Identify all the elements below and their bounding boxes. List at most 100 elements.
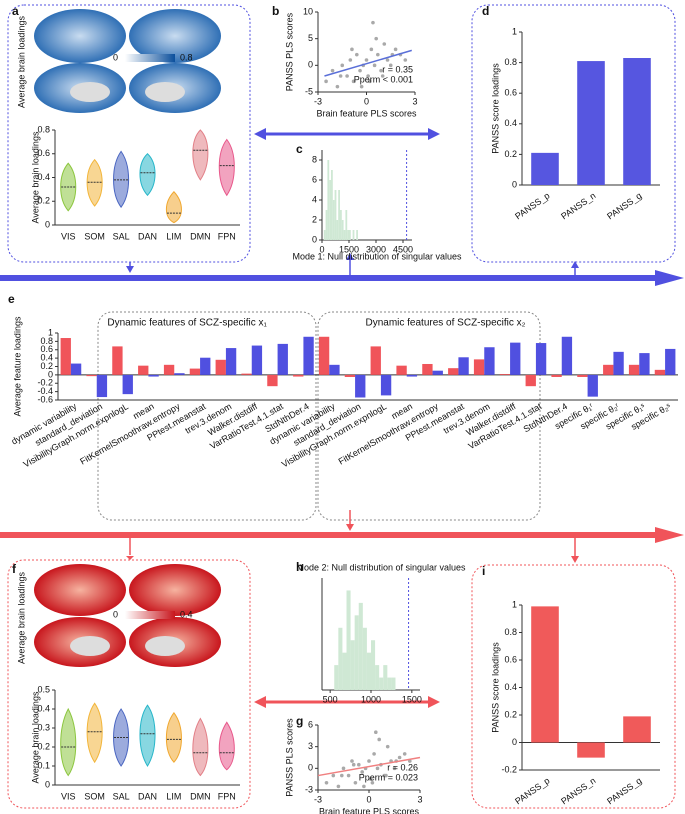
annotation: Pperm = 0.023 [359,772,418,782]
point [397,755,402,760]
point [369,47,374,52]
hist-bar [387,677,392,690]
bar [665,348,676,375]
bar [551,374,562,377]
x-axis-label: Brain feature PLS scores [316,108,417,118]
hist-bar [334,190,337,240]
bar [577,374,588,377]
hist-bar [343,230,346,240]
violin-body [192,129,209,181]
hist-bar [391,677,396,690]
violin-body [218,721,235,771]
x-tick-label: PANSS_g [605,190,643,221]
y-tick-label: -3 [305,784,313,794]
point [375,766,380,771]
panel-label: h [296,560,303,574]
point [340,773,344,778]
hist-bar [346,590,351,690]
point [324,79,328,84]
panel-label: g [296,714,303,728]
y-tick-label: -5 [305,86,313,96]
hist-bar [334,665,339,690]
x-tick-label: VIS [61,791,76,801]
x-tick-label: PANSS_g [605,775,643,806]
hist-bar [325,210,328,240]
y-tick-label: 3 [308,741,313,751]
y-tick-label: 0.5 [37,684,50,694]
bar [174,373,185,375]
brain-images-a [34,9,221,113]
point [340,63,345,68]
y-tick-label: 0 [312,234,317,244]
x-tick-label: 3 [417,794,422,804]
point [336,784,341,789]
x-tick-label: FPN [218,231,236,241]
y-tick-label: 0.2 [40,361,53,371]
y-tick-label: 0 [308,763,313,773]
x-tick-label: LIM [166,791,181,801]
violin-body [165,191,182,224]
point [385,58,390,62]
x-tick-label: 1500 [339,244,359,254]
hist-bar [371,640,376,690]
y-tick-label: 5 [308,33,313,43]
y-tick-label: 0.6 [37,148,50,158]
bar [86,374,97,377]
bar [561,336,573,375]
y-tick-label: 0.4 [37,703,50,713]
point [380,74,385,78]
y-tick-label: 0.2 [504,709,517,719]
violin-body [60,707,77,777]
colorbar-label: 0.4 [180,609,193,619]
point [350,759,354,763]
hist-bar [329,180,331,240]
x-tick-label: DMN [190,791,211,801]
y-tick-label: 1 [48,327,53,337]
hist-bar [362,627,367,690]
frame-a [7,4,251,263]
bar [577,61,605,185]
x-tick-label: 500 [323,694,338,704]
violin-body [192,717,209,777]
x-tick-label: 1500 [402,694,422,704]
y-tick-label: 0 [48,369,53,379]
hist-bar [323,230,326,240]
chart-title: Mode 1: Null distribution of singular va… [292,251,462,261]
y-tick-label: 0.4 [504,682,517,692]
bar [396,365,407,375]
point [351,79,356,84]
hist-bar [345,210,348,240]
bar [112,346,123,375]
x-tick-label: 3000 [366,244,386,254]
group-box [317,311,541,521]
point [357,762,361,767]
point [345,74,349,78]
brain-images-f [34,564,221,667]
bar [484,347,495,375]
annotation: r = 0.26 [387,762,418,772]
point [377,737,382,742]
bar [531,606,559,743]
hist-bar [375,665,380,690]
hist-bar [336,220,339,240]
hist-bar [347,230,349,240]
group-title: Dynamic features of SCZ-specific x₂ [365,318,525,329]
panel-label: c [296,142,303,156]
x-tick-label: VIS [61,231,76,241]
hist-bar [350,640,355,690]
y-tick-label: 2 [312,214,317,224]
y-tick-label: 0.4 [37,172,50,182]
x-axis-label: Brain feature PLS scores [319,806,420,814]
y-axis-label: Average brain loadings [30,131,40,223]
colorbar-label: 0 [113,609,118,619]
bar [225,348,237,375]
hist-bar [342,652,347,690]
x-tick-label: PANSS_p [513,775,551,806]
hist-bar [383,665,388,690]
bar [623,58,651,186]
y-tick-label: 1 [512,26,517,36]
frame-f [7,559,251,809]
y-tick-label: 0.2 [37,196,50,206]
frame-d [471,4,676,263]
colorbar-label: 0.8 [180,52,193,62]
